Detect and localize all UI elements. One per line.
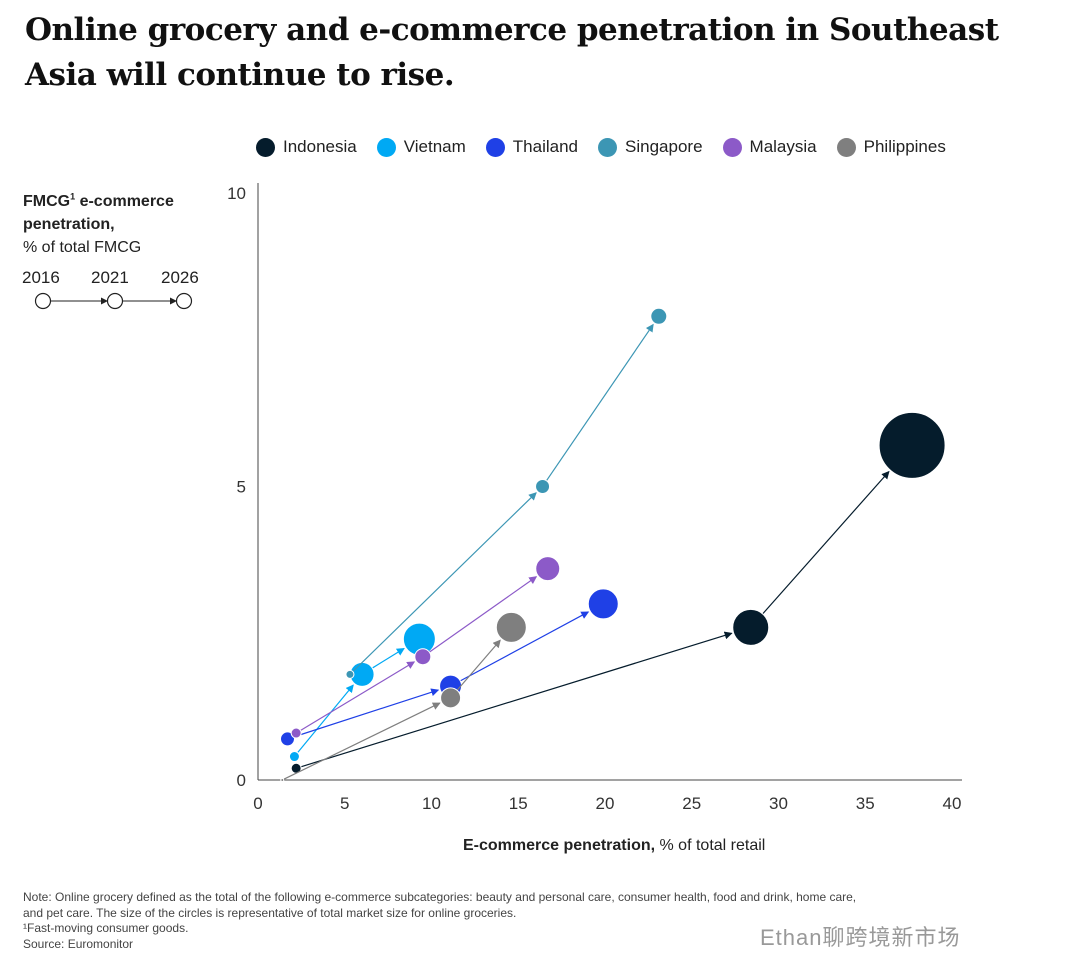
legend-label: Singapore [625,137,703,156]
point-singapore-2026 [650,307,668,325]
point-malaysia-2016 [290,727,302,739]
y-axis-label: FMCG1 e-commerce penetration, % of total … [23,186,208,259]
legend-item-vietnam: Vietnam [376,137,466,157]
legend-label: Thailand [512,137,579,156]
timeline-year-2021: 2021 [91,268,129,287]
x-tick-label: 35 [856,794,875,813]
legend-label: Indonesia [283,137,357,156]
note-line: and pet care. The size of the circles is… [23,905,517,920]
point-singapore-2016 [345,669,355,679]
note-line: Note: Online grocery defined as the tota… [23,890,857,904]
x-tick-label: 25 [682,794,701,813]
trajectory-arrow-indonesia [300,631,733,768]
x-tick-label: 5 [340,794,349,813]
legend-swatch [256,137,275,157]
legend-swatch [836,137,856,157]
point-philippines-2021 [440,687,462,709]
legend-swatch [598,137,618,157]
point-philippines-2016 [280,778,285,782]
footnote-marker: 1 [70,192,76,202]
x-axis-label: E-commerce penetration, % of total retai… [463,837,765,855]
point-vietnam-2016 [288,751,300,763]
point-indonesia-2026 [878,411,946,479]
y-tick-label: 10 [227,184,246,203]
legend-item-philippines: Philippines [836,137,946,157]
timeline-year-2026: 2026 [161,268,199,287]
legend: Indonesia Vietnam Thailand Singapore Malaysi… [256,137,946,157]
timeline-circle [34,292,52,310]
timeline-circle [106,292,124,310]
point-philippines-2026 [495,611,527,643]
legend-label: Philippines [863,137,946,156]
y-tick-label: 0 [237,771,246,790]
trajectory-arrow-thailand [293,688,440,738]
point-thailand-2016 [279,731,295,747]
trajectory-arrow-philippines [456,639,501,691]
footnote: ¹Fast-moving consumer goods. [23,921,189,935]
x-tick-label: 40 [943,794,962,813]
x-tick-label: 0 [253,794,262,813]
legend-item-thailand: Thailand [485,137,579,157]
x-tick-label: 15 [509,794,528,813]
trajectory-arrow-malaysia [429,576,538,653]
point-malaysia-2021 [414,648,432,666]
watermark: Ethan聊跨境新市场 [760,925,961,950]
notes: Note: Online grocery defined as the tota… [23,890,963,952]
x-label-bold: E-commerce penetration, [463,837,656,854]
timeline-circle [175,292,193,310]
y-label-bold: FMCG1 e-commerce penetration, [23,192,174,234]
legend-item-singapore: Singapore [598,137,703,157]
point-singapore-2021 [535,479,551,494]
x-label-unit: % of total retail [655,837,766,854]
timeline-year-2016: 2016 [22,268,60,287]
x-tick-label: 10 [422,794,441,813]
trajectory-arrow-philippines [283,702,441,780]
x-tick-label: 30 [769,794,788,813]
trajectory-arrow-singapore [545,323,654,482]
legend-swatch [722,137,742,157]
legend-swatch [376,137,396,157]
legend-label: Malaysia [749,137,817,156]
legend-item-malaysia: Malaysia [722,137,817,157]
legend-swatch [485,137,505,157]
y-tick-label: 5 [237,478,246,497]
source: Source: Euromonitor [23,936,134,951]
trajectory-arrow-thailand [459,611,590,682]
y-label-unit: % of total FMCG [23,239,142,257]
trajectory-arrow-vietnam [297,684,354,754]
chart-title: Online grocery and e-commerce penetratio… [25,12,999,93]
x-tick-label: 20 [596,794,615,813]
trajectory-arrow-vietnam [372,648,405,669]
point-malaysia-2026 [535,556,561,582]
point-indonesia-2021 [732,608,770,646]
point-thailand-2026 [587,588,619,620]
year-timeline-key: 2016 2021 2026 [22,268,212,318]
trajectory-arrow-singapore [352,492,537,672]
legend-label: Vietnam [403,137,466,156]
trajectory-arrow-malaysia [300,661,416,731]
legend-item-indonesia: Indonesia [256,137,357,157]
trajectory-arrow-indonesia [762,470,890,615]
